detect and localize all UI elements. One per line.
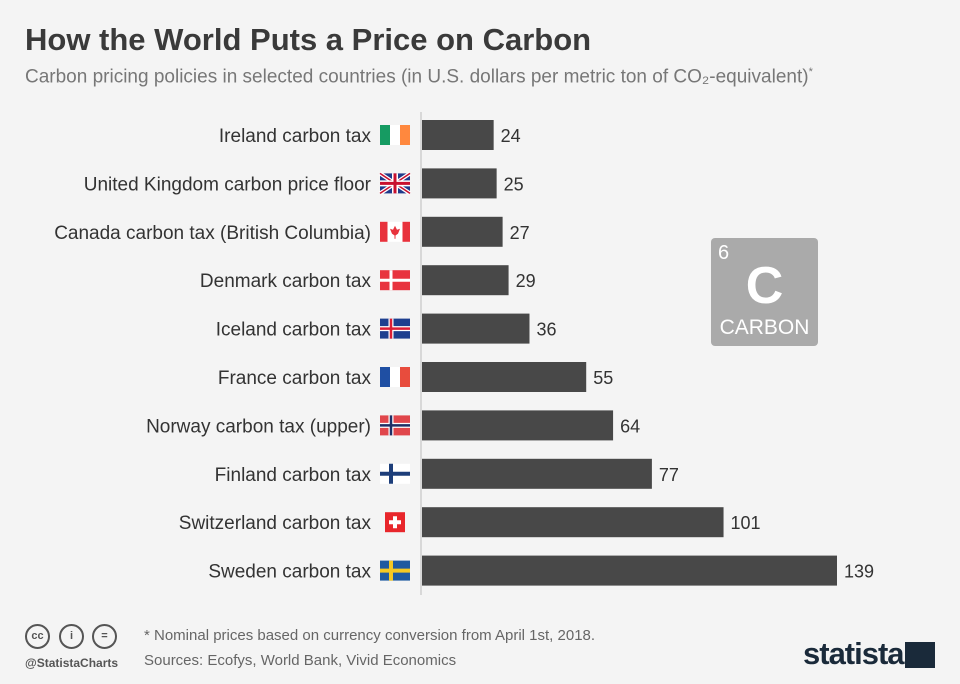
category-label: Iceland carbon tax — [216, 320, 372, 341]
category-label: Sweden carbon tax — [208, 562, 371, 583]
finland-flag-icon — [380, 463, 410, 484]
bar-row: Switzerland carbon tax 101 — [179, 507, 761, 538]
category-label: France carbon tax — [218, 368, 372, 389]
category-label: Denmark carbon tax — [200, 271, 372, 292]
bar — [422, 265, 509, 296]
united-kingdom-flag-icon — [378, 171, 412, 196]
value-label: 24 — [501, 126, 521, 146]
sweden-flag-icon — [380, 560, 410, 581]
norway-flag-icon — [380, 415, 410, 436]
bar — [422, 507, 724, 538]
social-handle[interactable]: @StatistaCharts — [25, 656, 119, 670]
element-symbol: C — [745, 257, 784, 315]
bar-row: Ireland carbon tax 24 — [219, 120, 521, 150]
category-label: Norway carbon tax (upper) — [146, 416, 371, 437]
statista-logo-mark — [905, 642, 935, 668]
value-label: 139 — [844, 562, 874, 582]
no-derivatives-icon: = — [92, 624, 117, 649]
value-label: 77 — [659, 465, 679, 485]
footnote: * Nominal prices based on currency conve… — [144, 627, 596, 644]
bar-row: Denmark carbon tax 29 — [200, 265, 536, 296]
category-label: Ireland carbon tax — [219, 126, 372, 147]
switzerland-flag-icon — [385, 512, 405, 533]
france-flag-icon — [380, 367, 410, 387]
bar — [422, 555, 837, 586]
value-label: 25 — [504, 174, 524, 194]
chart-title: How the World Puts a Price on Carbon — [25, 22, 592, 57]
element-name: CARBON — [719, 316, 810, 339]
value-label: 27 — [510, 223, 530, 243]
atomic-number: 6 — [718, 242, 730, 264]
category-label: Finland carbon tax — [215, 465, 372, 486]
category-label: Canada carbon tax (British Columbia) — [54, 223, 371, 244]
bar-row: Sweden carbon tax 139 — [208, 555, 874, 586]
bar — [422, 458, 652, 489]
category-label: United Kingdom carbon price floor — [84, 174, 372, 195]
statista-logo[interactable]: statista — [803, 636, 905, 671]
bar-row: Iceland carbon tax 36 — [216, 313, 557, 344]
chart-subtitle: Carbon pricing policies in selected coun… — [25, 66, 813, 88]
bar — [422, 120, 494, 150]
value-label: 36 — [536, 320, 556, 340]
bar-row: Finland carbon tax 77 — [215, 458, 679, 489]
bar-row: United Kingdom carbon price floor 25 — [84, 168, 524, 199]
denmark-flag-icon — [380, 270, 410, 291]
bar — [422, 313, 530, 344]
sources: Sources: Ecofys, World Bank, Vivid Econo… — [144, 652, 457, 669]
bar — [422, 216, 503, 247]
cc-license-icon: cc — [25, 624, 50, 649]
bar — [422, 362, 587, 392]
value-label: 64 — [620, 416, 640, 436]
ireland-flag-icon — [380, 125, 410, 145]
bar-row: Norway carbon tax (upper) 64 — [146, 410, 640, 441]
value-label: 55 — [593, 368, 613, 388]
subtitle-asterisk: * — [808, 66, 813, 78]
bar — [422, 410, 614, 441]
attribution-icon: i — [59, 624, 84, 649]
value-label: 29 — [516, 271, 536, 291]
bar — [422, 168, 497, 199]
value-label: 101 — [731, 513, 761, 533]
canada-flag-icon — [380, 221, 410, 242]
iceland-flag-icon — [380, 318, 410, 339]
bar-row: France carbon tax 55 — [218, 362, 613, 392]
subtitle-text: Carbon pricing policies in selected coun… — [25, 66, 809, 88]
carbon-element-tile: 6 C CARBON — [711, 238, 818, 346]
bar-row: Canada carbon tax (British Columbia) 27 — [54, 216, 530, 247]
category-label: Switzerland carbon tax — [179, 513, 372, 534]
